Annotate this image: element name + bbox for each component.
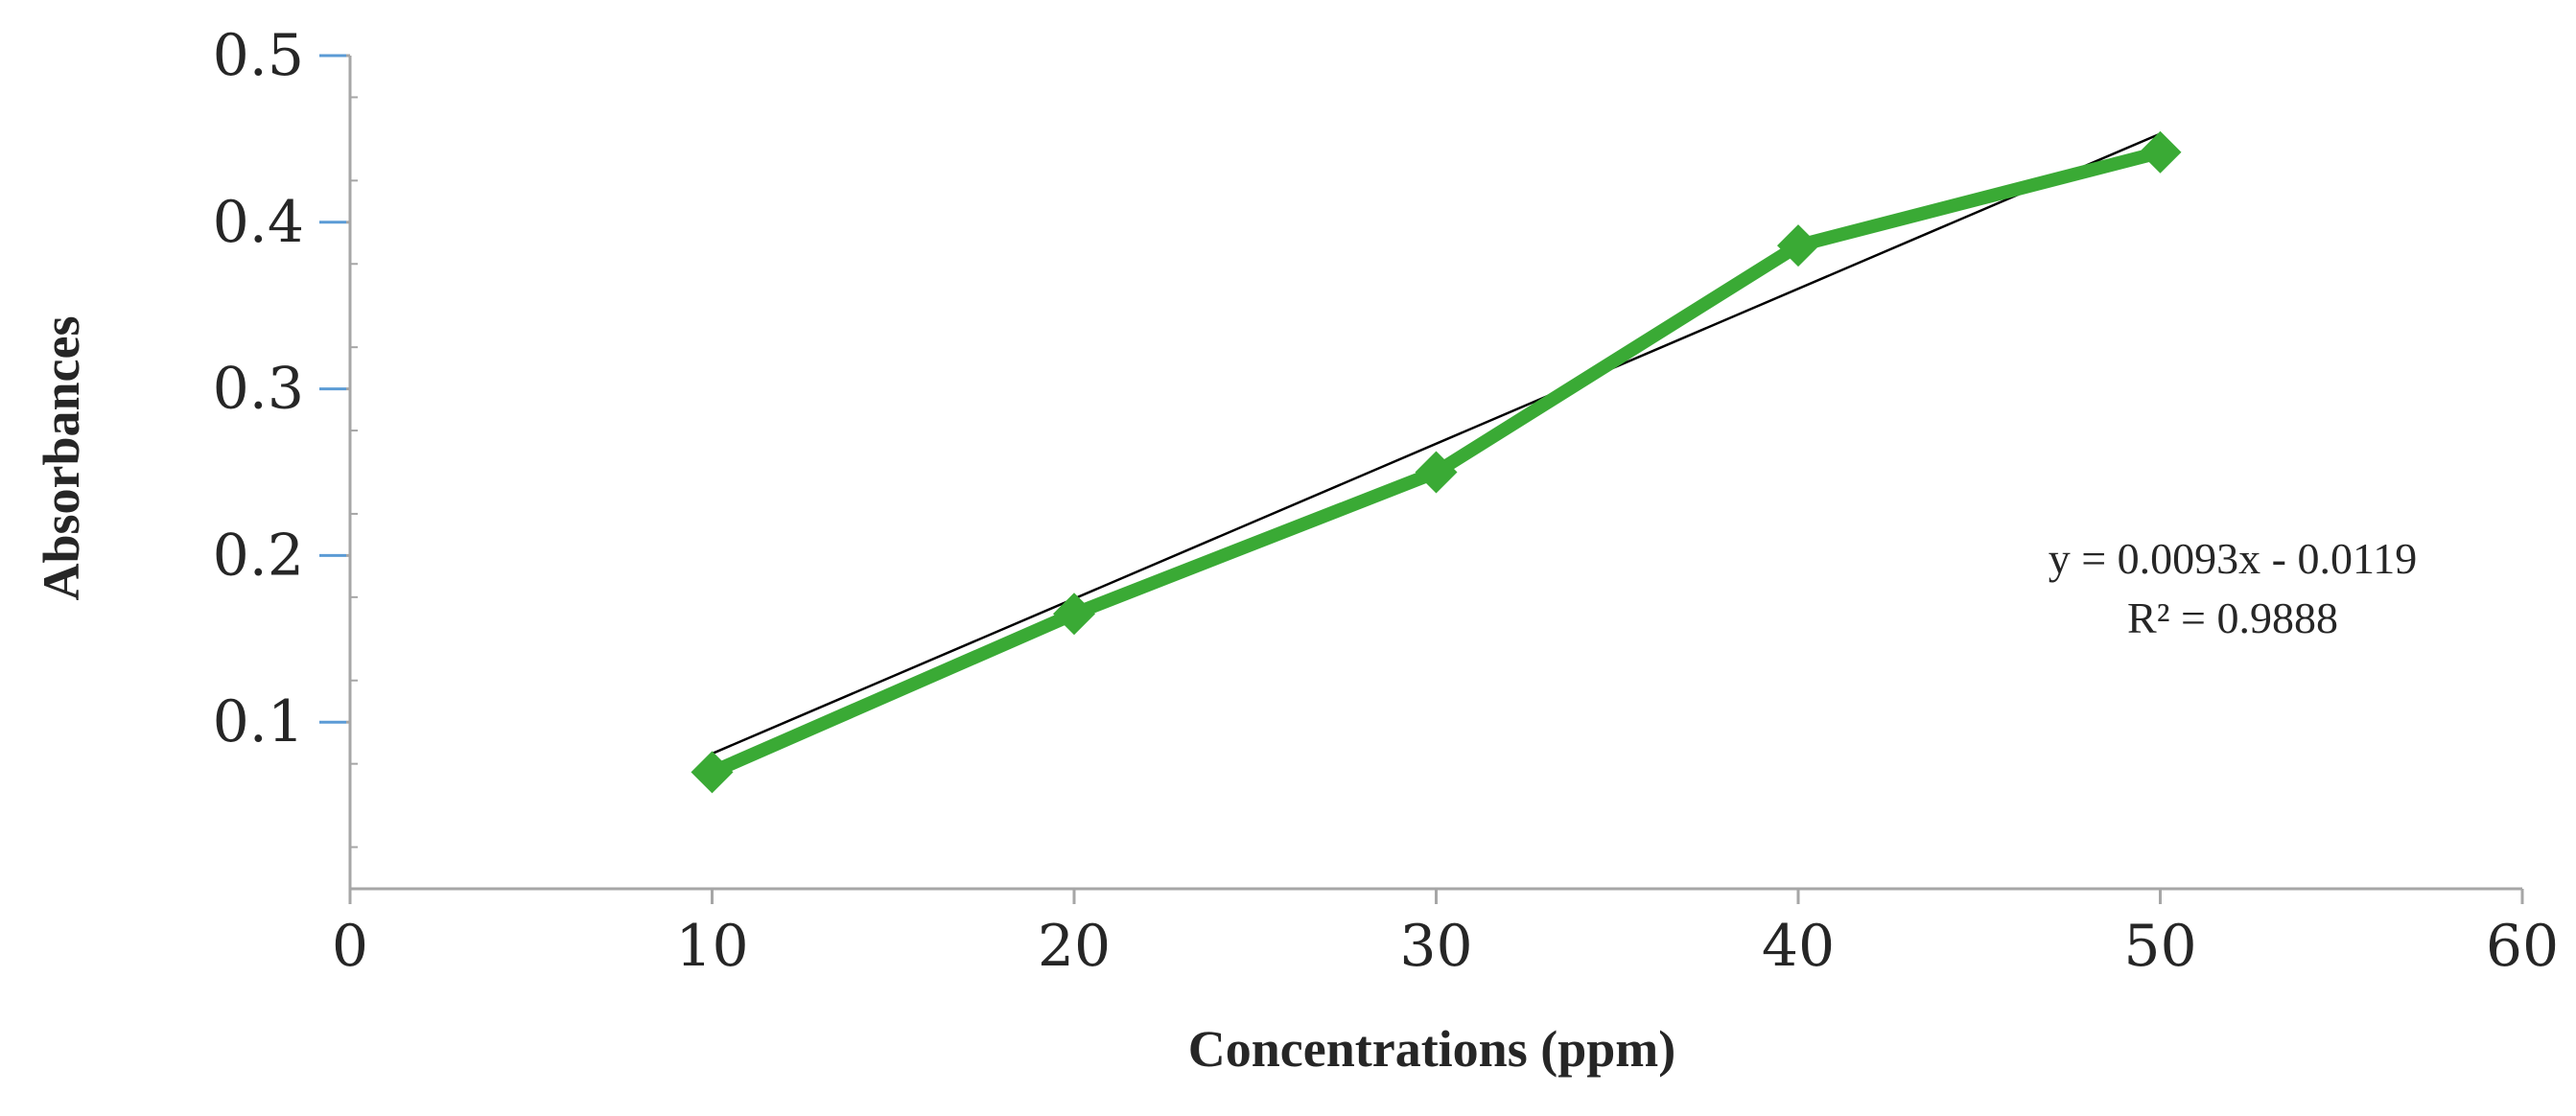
x-tick-label: 20 — [1038, 913, 1111, 980]
trendline-line — [712, 132, 2161, 756]
data-point-marker — [1777, 224, 1819, 267]
x-tick-label: 50 — [2123, 913, 2196, 980]
y-tick-label: 0.1 — [213, 688, 304, 756]
y-axis-title: Absorbances — [33, 315, 90, 600]
y-tick-label: 0.3 — [213, 356, 304, 423]
x-tick-label: 60 — [2486, 913, 2559, 980]
ticks: 0.1 0.2 0.3 0.4 0.5 0 10 20 30 40 50 60 — [213, 22, 2560, 980]
trendline-equation: y = 0.0093x - 0.0119 — [2049, 534, 2418, 583]
x-tick-label: 30 — [1399, 913, 1472, 980]
y-tick-label: 0.2 — [213, 522, 304, 589]
x-tick-label: 0 — [332, 913, 368, 980]
series — [691, 130, 2182, 794]
data-point-marker — [1053, 593, 1095, 636]
trendline — [712, 132, 2161, 756]
x-tick-label: 40 — [1762, 913, 1835, 980]
y-tick-label: 0.4 — [213, 189, 304, 256]
x-tick-label: 10 — [675, 913, 748, 980]
y-tick-label: 0.5 — [213, 22, 304, 89]
data-point-marker — [2139, 130, 2182, 174]
data-point-marker — [691, 751, 734, 794]
data-point-marker — [1415, 451, 1458, 494]
x-axis-title: Concentrations (ppm) — [1188, 1020, 1676, 1078]
trendline-r2: R² = 0.9888 — [2127, 593, 2338, 642]
